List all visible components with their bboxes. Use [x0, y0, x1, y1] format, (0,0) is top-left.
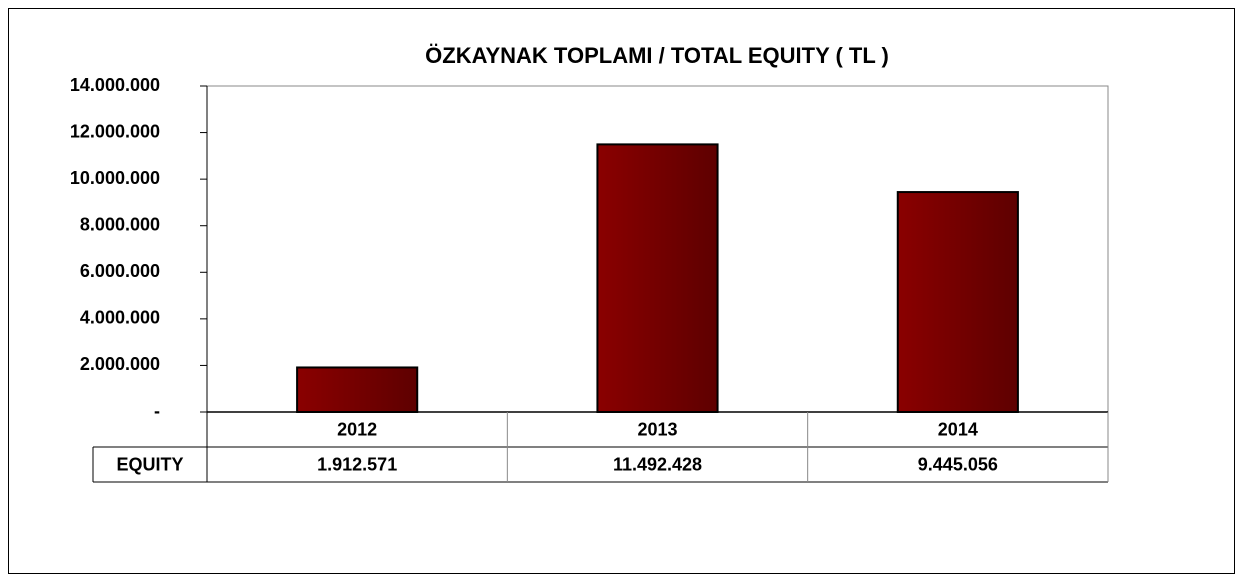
- y-tick-label: 2.000.000: [80, 354, 160, 374]
- chart-title: ÖZKAYNAK TOPLAMI / TOTAL EQUITY ( TL ): [425, 43, 889, 68]
- bar: [896, 191, 1019, 413]
- x-tick-label: 2014: [938, 419, 978, 439]
- y-tick-label: 14.000.000: [70, 75, 160, 95]
- y-tick-label: 4.000.000: [80, 308, 160, 328]
- table-value: 9.445.056: [918, 454, 998, 474]
- table-value: 1.912.571: [317, 454, 397, 474]
- bar: [596, 143, 719, 414]
- x-tick-label: 2013: [637, 419, 677, 439]
- y-tick-label: -: [154, 401, 160, 421]
- y-tick-label: 8.000.000: [80, 214, 160, 234]
- table-row-label: EQUITY: [116, 454, 183, 474]
- x-tick-label: 2012: [337, 419, 377, 439]
- y-tick-label: 12.000.000: [70, 121, 160, 141]
- bar: [296, 366, 419, 413]
- table-value: 11.492.428: [613, 454, 702, 474]
- y-tick-label: 6.000.000: [80, 261, 160, 281]
- y-tick-label: 10.000.000: [70, 168, 160, 188]
